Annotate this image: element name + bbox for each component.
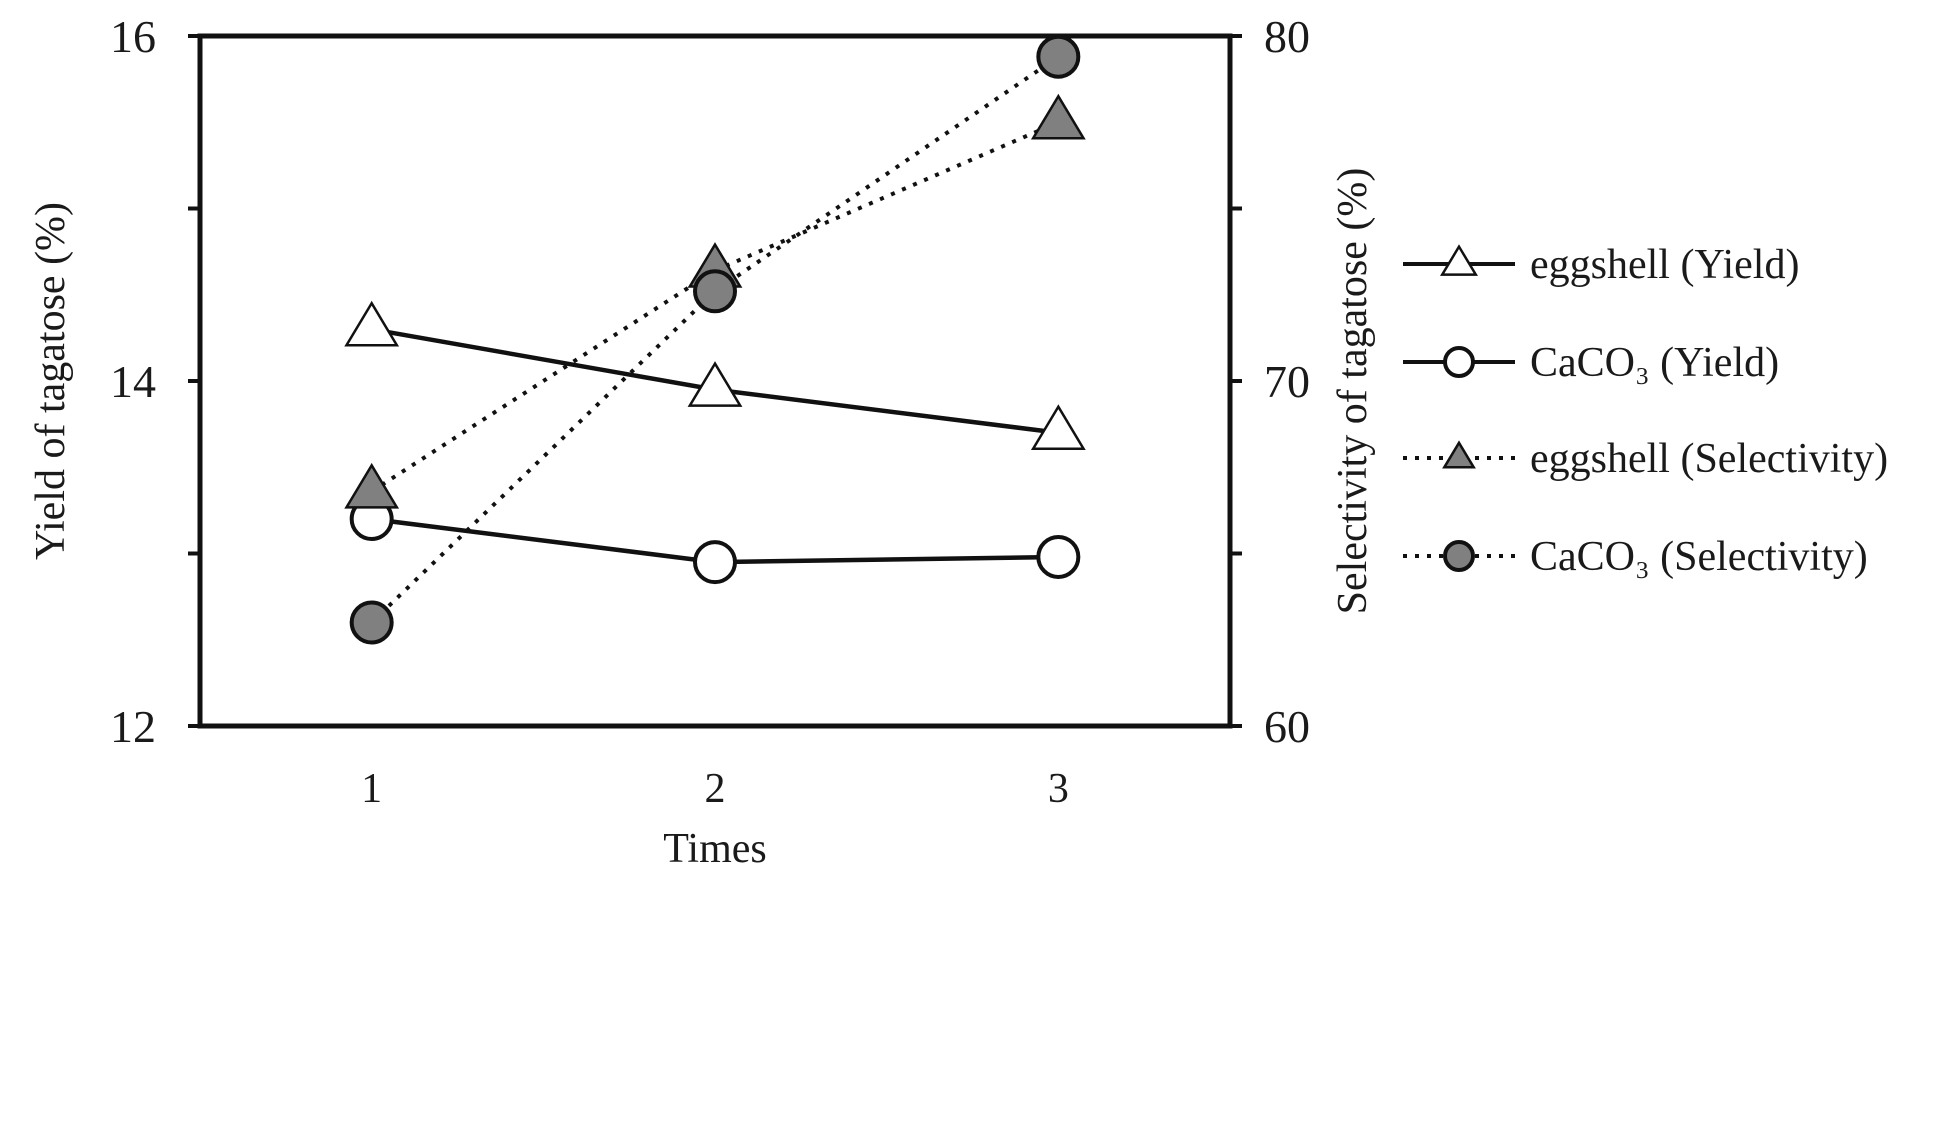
legend-label: eggshell (Yield)	[1530, 242, 1799, 288]
data-point	[1030, 93, 1086, 140]
data-point	[344, 462, 400, 509]
x-tick-label: 3	[1048, 766, 1069, 812]
y-axis-left-title: Yield of tagatose (%)	[28, 202, 74, 560]
legend: eggshell (Yield) CaCO₃ (Yield) eggshell (S…	[1403, 242, 1888, 580]
data-point	[687, 361, 743, 407]
data-point	[1036, 534, 1081, 579]
data-point	[693, 269, 737, 314]
legend-marker	[1439, 244, 1479, 276]
right-axis-ticks: 60 70 80	[1230, 11, 1310, 752]
y-axis-right-title: Selectivity of tagatose (%)	[1330, 168, 1376, 615]
data-point	[1030, 404, 1086, 450]
left-tick-label: 14	[110, 356, 156, 407]
left-tick-label: 16	[110, 11, 156, 62]
legend-marker	[1442, 440, 1476, 469]
right-tick-label: 70	[1264, 356, 1310, 407]
x-tick-label: 1	[361, 766, 382, 812]
data-point	[1036, 34, 1081, 79]
right-tick-label: 60	[1264, 701, 1310, 752]
left-axis-ticks: 12 14 16	[110, 11, 200, 752]
left-tick-label: 12	[110, 701, 156, 752]
data-point	[693, 540, 737, 585]
series-line	[370, 55, 1060, 624]
legend-label: CaCO₃ (Selectivity)	[1530, 534, 1868, 580]
legend-label: eggshell (Selectivity)	[1530, 436, 1888, 482]
legend-marker	[1443, 540, 1475, 572]
x-axis-title: Times	[663, 826, 767, 872]
data-point	[349, 600, 394, 645]
series-layer	[344, 34, 1086, 645]
x-axis-ticks: 1 2 3	[361, 766, 1069, 812]
legend-label: CaCO₃ (Yield)	[1530, 340, 1779, 386]
data-point	[344, 300, 400, 347]
legend-marker	[1443, 346, 1475, 378]
x-tick-label: 2	[705, 766, 726, 812]
right-tick-label: 80	[1264, 11, 1310, 62]
